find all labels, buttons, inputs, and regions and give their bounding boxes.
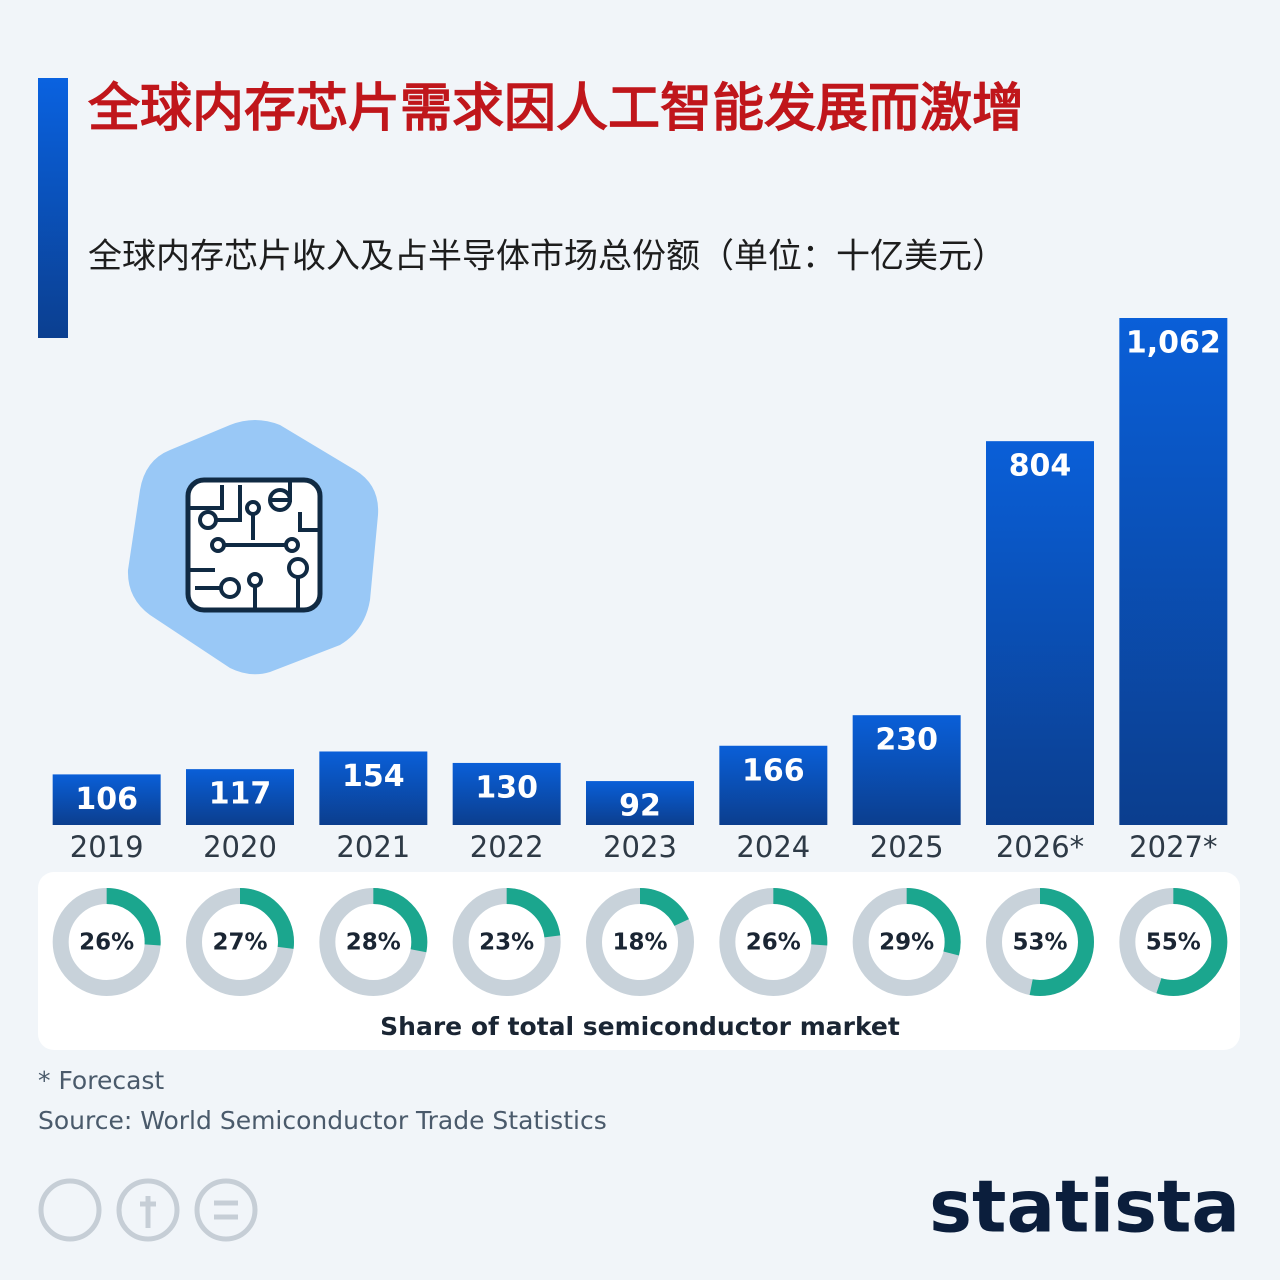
donut-arc: [452, 888, 561, 996]
donut-arc: [719, 888, 828, 996]
x-tick-label: 2020: [203, 830, 277, 864]
bar: [319, 751, 428, 825]
bar: [586, 781, 694, 825]
license-icons: [38, 1178, 258, 1242]
x-tick-label: 2022: [470, 830, 544, 864]
donut-arc: [852, 888, 961, 996]
value-label: 154: [342, 759, 405, 794]
x-tick-label: 2024: [736, 830, 810, 864]
share-label: 26%: [746, 930, 801, 956]
source: Source: World Semiconductor Trade Statis…: [38, 1106, 607, 1135]
value-label: 92: [619, 789, 661, 824]
x-tick-label: 2025: [870, 830, 944, 864]
accent-bar: [38, 78, 68, 338]
chart-title: 全球内存芯片需求因人工智能发展而激增: [87, 79, 1024, 139]
share-label: 28%: [346, 930, 401, 956]
x-tick-label: 2023: [603, 830, 677, 864]
donut-arc: [319, 888, 428, 996]
share-label: 27%: [212, 930, 267, 956]
value-label: 1,062: [1126, 326, 1221, 361]
value-label: 166: [742, 753, 805, 788]
share-label: 53%: [1012, 930, 1067, 956]
donut-arc: [52, 888, 161, 996]
brand-logo: statista: [929, 1165, 1240, 1249]
footnote: * Forecast: [38, 1066, 164, 1095]
value-label: 230: [875, 723, 938, 758]
share-label: 26%: [79, 930, 134, 956]
value-label: 130: [475, 770, 538, 805]
x-tick-label: 2019: [70, 830, 144, 864]
share-title: Share of total semiconductor market: [380, 1012, 900, 1041]
bar: [852, 715, 961, 825]
bar: [719, 745, 828, 825]
donut-arc: [986, 888, 1094, 996]
bar: [52, 774, 161, 825]
share-label: 23%: [479, 930, 534, 956]
x-tick-label: 2021: [336, 830, 410, 864]
chart-subtitle: 全球内存芯片收入及占半导体市场总份额（单位：十亿美元）: [88, 237, 1006, 277]
share-label: 29%: [879, 930, 934, 956]
bar: [186, 769, 294, 825]
value-label: 117: [209, 777, 272, 812]
bar: [452, 762, 561, 825]
share-label: 18%: [612, 930, 667, 956]
donut-arc: [1119, 888, 1228, 996]
chip-icon: [127, 420, 379, 675]
value-label: 106: [75, 782, 138, 817]
x-tick-label: 2026*: [996, 830, 1084, 864]
bar: [986, 441, 1094, 825]
value-label: 804: [1009, 449, 1072, 484]
x-tick-label: 2027*: [1129, 830, 1217, 864]
donut-arc: [186, 888, 294, 996]
donut-arc: [586, 888, 694, 996]
share-label: 55%: [1146, 930, 1201, 956]
bar: [1119, 318, 1228, 825]
